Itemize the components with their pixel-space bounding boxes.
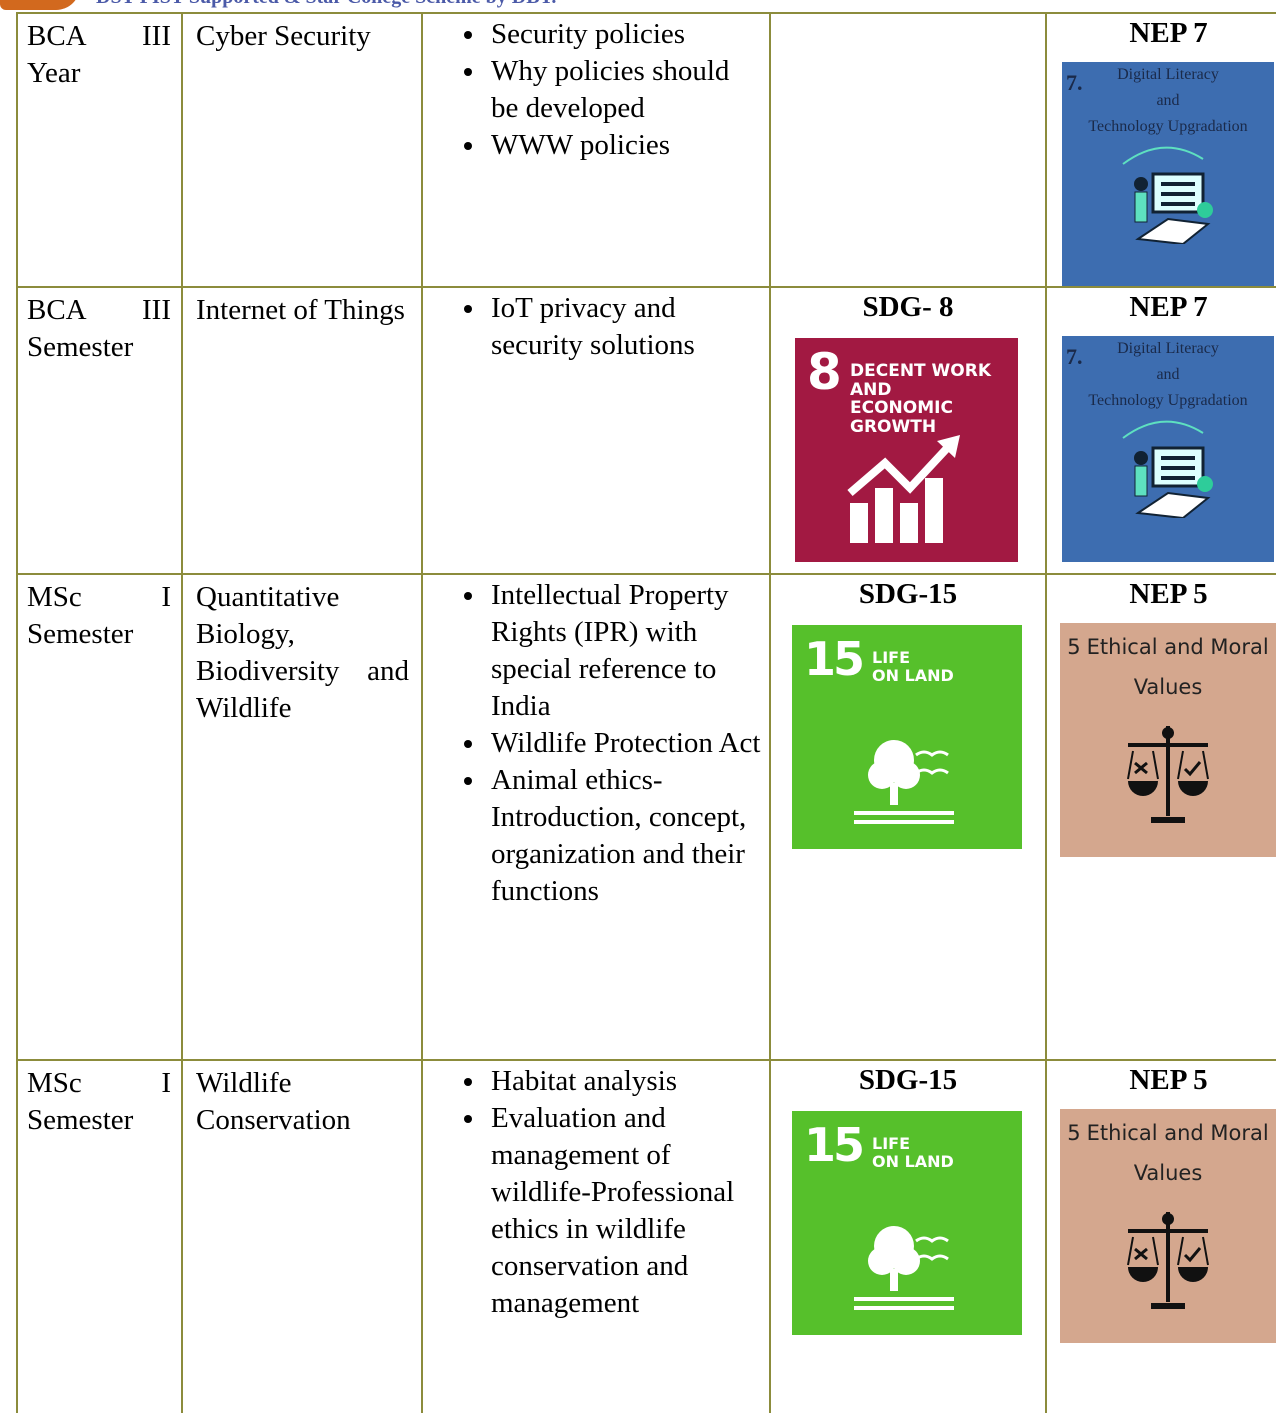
course-cell: Quantitative Biology, Biodiversity and W… bbox=[181, 573, 421, 1061]
class-cell: MSc I Semester bbox=[16, 573, 181, 1061]
topics-cell: IoT privacy and security solutions bbox=[421, 286, 769, 575]
nep-caption-line: and bbox=[1156, 366, 1180, 383]
sdg-image: 15 LIFE ON LAND bbox=[792, 625, 1022, 849]
nep-image: 5 Ethical and Moral Values bbox=[1060, 1109, 1276, 1343]
nep-caption-line: and bbox=[1156, 92, 1180, 109]
sdg-image: 15 LIFE ON LAND bbox=[792, 1111, 1022, 1335]
topic-list: Habitat analysisEvaluation and managemen… bbox=[423, 1063, 769, 1322]
nep-image: 7. Digital Literacy and Technology Upgradat… bbox=[1062, 62, 1274, 288]
nep-caption-line: Digital Literacy bbox=[1117, 340, 1219, 357]
class-text: MSc I Semester bbox=[27, 581, 171, 650]
topic-item: Intellectual Property Rights (IPR) with … bbox=[487, 577, 761, 725]
topic-item: Wildlife Protection Act bbox=[487, 725, 761, 762]
nep-label: NEP 7 bbox=[1129, 291, 1208, 323]
nep-label: NEP 5 bbox=[1129, 1064, 1208, 1096]
class-cell: BCA III Semester bbox=[16, 286, 181, 575]
course-cell: Cyber Security bbox=[181, 12, 421, 288]
class-cell: BCA III Year bbox=[16, 12, 181, 288]
sdg-caption-line: LIFE bbox=[872, 648, 911, 667]
class-cell: MSc I Semester bbox=[16, 1059, 181, 1413]
header-text: DST-FIST Supported & Star College Scheme… bbox=[96, 0, 556, 9]
topics-cell: Security policiesWhy policies should be … bbox=[421, 12, 769, 288]
nep-icon bbox=[1060, 721, 1276, 841]
nep-cell: NEP 7 7. Digital Literacy and Technology Upg… bbox=[1045, 12, 1276, 288]
nep-cell: NEP 5 5 Ethical and Moral Values bbox=[1045, 573, 1276, 1061]
topic-item: Why policies should be developed bbox=[487, 53, 761, 127]
course-cell: Wildlife Conservation bbox=[181, 1059, 421, 1413]
class-text: MSc I Semester bbox=[27, 1067, 171, 1136]
sdg-number: 8 bbox=[807, 343, 842, 401]
topic-item: Evaluation and management of wildlife-Pr… bbox=[487, 1100, 761, 1322]
sdg-cell: SDG- 8 8 DECENT WORK AND ECONOMIC GROWTH bbox=[769, 286, 1045, 575]
nep-label: NEP 5 bbox=[1129, 578, 1208, 610]
class-text: BCA III Semester bbox=[27, 294, 171, 363]
nep-caption-line: Values bbox=[1133, 1161, 1203, 1185]
nep-number: 7. bbox=[1066, 344, 1083, 369]
nep-caption: 5 Ethical and Moral Values bbox=[1060, 627, 1276, 707]
course-text: Quantitative Biology, Biodiversity and W… bbox=[196, 581, 409, 724]
topic-item: Security policies bbox=[487, 16, 761, 53]
sdg-label: SDG- 8 bbox=[862, 291, 954, 323]
nep-icon bbox=[1062, 418, 1274, 528]
nep-caption-line: Ethical and Moral bbox=[1086, 1121, 1269, 1145]
course-text: Wildlife Conservation bbox=[196, 1067, 351, 1136]
sdg-label: SDG-15 bbox=[858, 1064, 958, 1096]
sdg-caption-line: LIFE bbox=[872, 1134, 911, 1153]
sdg-caption-line: ON LAND bbox=[872, 1151, 954, 1171]
course-text: Internet of Things bbox=[196, 294, 405, 326]
course-cell: Internet of Things bbox=[181, 286, 421, 575]
page-header: DST-FIST Supported & Star College Scheme… bbox=[0, 0, 1276, 12]
nep-number: 7. bbox=[1066, 70, 1083, 95]
course-text: Cyber Security bbox=[196, 20, 371, 52]
topic-list: Intellectual Property Rights (IPR) with … bbox=[423, 577, 769, 910]
topic-list: IoT privacy and security solutions bbox=[423, 290, 769, 364]
topics-cell: Intellectual Property Rights (IPR) with … bbox=[421, 573, 769, 1061]
topic-list: Security policiesWhy policies should be … bbox=[423, 16, 769, 164]
sdg-caption-line: ON LAND bbox=[872, 665, 954, 685]
sdg-caption: LIFE ON LAND bbox=[872, 649, 954, 684]
sdg-icon bbox=[854, 725, 954, 835]
nep-icon bbox=[1062, 144, 1274, 254]
sdg-caption-line: ECONOMIC GROWTH bbox=[850, 398, 953, 438]
nep-caption-line: Ethical and Moral bbox=[1086, 635, 1269, 659]
topic-item: WWW policies bbox=[487, 127, 761, 164]
nep-caption-line: Technology Upgradation bbox=[1088, 392, 1248, 409]
topic-item: Habitat analysis bbox=[487, 1063, 761, 1100]
nep-caption-line: Technology Upgradation bbox=[1088, 118, 1248, 135]
sdg-cell: SDG-15 15 LIFE ON LAND bbox=[769, 1059, 1045, 1413]
nep-cell: NEP 7 7. Digital Literacy and Technology Upg… bbox=[1045, 286, 1276, 575]
sdg-number: 15 bbox=[804, 632, 865, 686]
sdg-icon bbox=[854, 1211, 954, 1321]
nep-number: 5 bbox=[1067, 1121, 1081, 1145]
sdg-number: 15 bbox=[804, 1118, 865, 1172]
nep-label: NEP 7 bbox=[1129, 17, 1208, 49]
nep-caption-line: Values bbox=[1133, 675, 1203, 699]
topic-item: Animal ethics-Introduction, concept, org… bbox=[487, 762, 761, 910]
nep-caption: 5 Ethical and Moral Values bbox=[1060, 1113, 1276, 1193]
sdg-cell: SDG-15 15 LIFE ON LAND bbox=[769, 573, 1045, 1061]
nep-icon bbox=[1060, 1207, 1276, 1327]
nep-cell: NEP 5 5 Ethical and Moral Values bbox=[1045, 1059, 1276, 1413]
sdg-caption: LIFE ON LAND bbox=[872, 1135, 954, 1170]
sdg-caption-line: DECENT WORK AND bbox=[850, 361, 992, 400]
class-text: BCA III Year bbox=[27, 20, 171, 89]
nep-image: 7. Digital Literacy and Technology Upgradat… bbox=[1062, 336, 1274, 562]
sdg-icon bbox=[845, 433, 965, 553]
logo bbox=[0, 0, 80, 10]
nep-image: 5 Ethical and Moral Values bbox=[1060, 623, 1276, 857]
sdg-cell bbox=[769, 12, 1045, 288]
nep-caption-line: Digital Literacy bbox=[1117, 66, 1219, 83]
sdg-image: 8 DECENT WORK AND ECONOMIC GROWTH bbox=[795, 338, 1018, 562]
sdg-label: SDG-15 bbox=[858, 578, 958, 610]
sdg-caption: DECENT WORK AND ECONOMIC GROWTH bbox=[850, 362, 1018, 437]
topics-cell: Habitat analysisEvaluation and managemen… bbox=[421, 1059, 769, 1413]
topic-item: IoT privacy and security solutions bbox=[487, 290, 761, 364]
nep-number: 5 bbox=[1067, 635, 1081, 659]
